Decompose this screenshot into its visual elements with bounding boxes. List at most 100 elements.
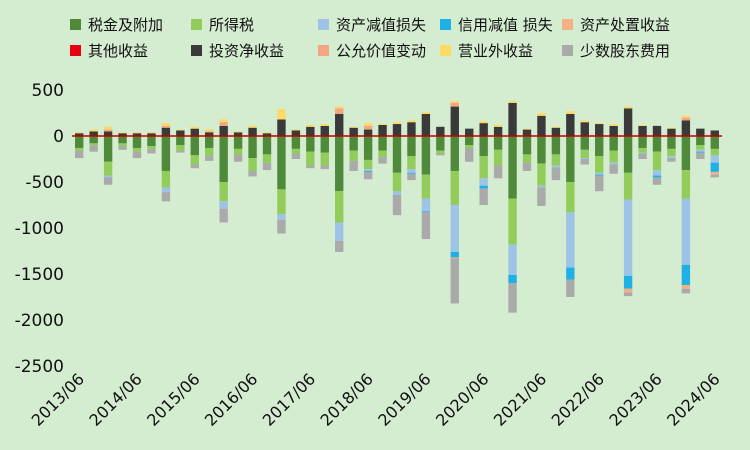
bar-segment	[176, 130, 185, 136]
bar-segment	[320, 136, 329, 153]
bar-segment	[219, 119, 228, 123]
bar-segment	[450, 251, 459, 258]
x-tick-label: 2022/06	[548, 369, 608, 429]
bar-segment	[103, 175, 113, 178]
bar-segment	[421, 212, 431, 240]
bar-segment	[219, 208, 228, 223]
bar-segment	[623, 292, 633, 297]
bar-segment	[465, 147, 474, 162]
bar-segment	[75, 147, 84, 151]
bar-segment	[450, 101, 459, 103]
bar-segment	[407, 169, 416, 173]
bar-segment	[219, 201, 228, 209]
bar-segment	[551, 126, 561, 128]
bar-segment	[508, 198, 517, 245]
legend-item: 其他收益	[70, 40, 148, 61]
bar-segment	[681, 120, 691, 136]
bar-segment	[89, 129, 98, 132]
bar-segment	[89, 136, 98, 144]
legend-item: 投资净收益	[191, 40, 284, 61]
bar-segment	[537, 163, 546, 186]
bar-segment	[450, 136, 459, 171]
y-tick-label: -500	[25, 173, 64, 193]
bar-segment	[132, 133, 142, 136]
y-tick-label: 500	[32, 81, 64, 101]
bar-segment	[638, 125, 647, 136]
bar-segment	[392, 191, 402, 195]
bar-segment	[132, 147, 142, 152]
bar-segment	[363, 125, 373, 130]
bar-segment	[696, 151, 705, 153]
bar-segment	[421, 198, 431, 212]
bar-segment	[479, 178, 488, 186]
bar-segment	[349, 160, 358, 171]
x-tick-label: 2019/06	[374, 369, 434, 429]
bar-segment	[335, 108, 344, 114]
bar-segment	[320, 124, 329, 126]
bar-segment	[696, 128, 705, 136]
bar-segment	[566, 136, 575, 182]
bar-segment	[306, 165, 315, 169]
bar-segment	[118, 132, 127, 134]
bar-segment	[450, 205, 459, 252]
legend-label: 资产减值损失	[336, 16, 427, 34]
bar-segment	[508, 244, 517, 275]
bar-segment	[118, 133, 127, 136]
bar-segment	[623, 288, 633, 293]
bar-segment	[219, 122, 228, 126]
bar-segment	[450, 170, 459, 205]
legend-label: 少数股东费用	[580, 42, 671, 60]
legend-swatch	[440, 45, 451, 56]
legend-item: 所得税	[191, 14, 254, 35]
bar-segment	[363, 170, 373, 172]
bar-segment	[89, 145, 98, 152]
bar-segment	[205, 136, 214, 148]
bar-segment	[421, 174, 431, 199]
bar-segment	[349, 126, 358, 128]
legend-swatch	[562, 19, 573, 30]
bar-segment	[465, 145, 474, 148]
x-tick-label: 2024/06	[663, 369, 723, 429]
bar-segment	[161, 123, 171, 126]
bar-segment	[320, 125, 329, 136]
x-tick-label: 2023/06	[605, 369, 665, 429]
bar-segment	[205, 132, 214, 136]
bar-segment	[118, 146, 127, 150]
bar-segment	[551, 167, 561, 181]
bar-segment	[132, 132, 142, 134]
bar-segment	[609, 162, 618, 165]
bar-segment	[566, 182, 575, 213]
bar-segment	[392, 122, 402, 125]
bar-segment	[537, 136, 546, 164]
bar-segment	[595, 136, 604, 157]
legend-item: 税金及附加	[70, 14, 163, 35]
bar-segment	[522, 154, 532, 163]
bar-segment	[696, 145, 705, 150]
bar-segment	[493, 149, 503, 166]
bar-segment	[696, 149, 705, 152]
y-tick-label: 0	[53, 127, 64, 147]
bar-segment	[450, 258, 459, 304]
bar-segment	[667, 148, 676, 157]
bar-segment	[667, 158, 676, 162]
bar-segment	[638, 136, 647, 148]
bar-segment	[450, 102, 459, 107]
bar-segment	[147, 133, 156, 136]
bar-segment	[681, 285, 691, 289]
bar-segment	[75, 133, 84, 136]
bar-segment	[75, 150, 84, 159]
bar-segment	[667, 156, 676, 159]
bar-segment	[161, 125, 171, 128]
bar-segment	[147, 148, 156, 154]
bar-segment	[248, 127, 257, 136]
bar-segment	[508, 101, 517, 103]
bar-segment	[103, 126, 113, 130]
bar-segment	[465, 128, 474, 136]
bar-segment	[262, 162, 272, 171]
bar-segment	[580, 159, 589, 165]
bar-segment	[522, 128, 532, 130]
bar-segment	[407, 136, 416, 157]
bar-segment	[407, 173, 416, 181]
bar-segment	[190, 128, 199, 136]
bar-segment	[335, 222, 344, 241]
